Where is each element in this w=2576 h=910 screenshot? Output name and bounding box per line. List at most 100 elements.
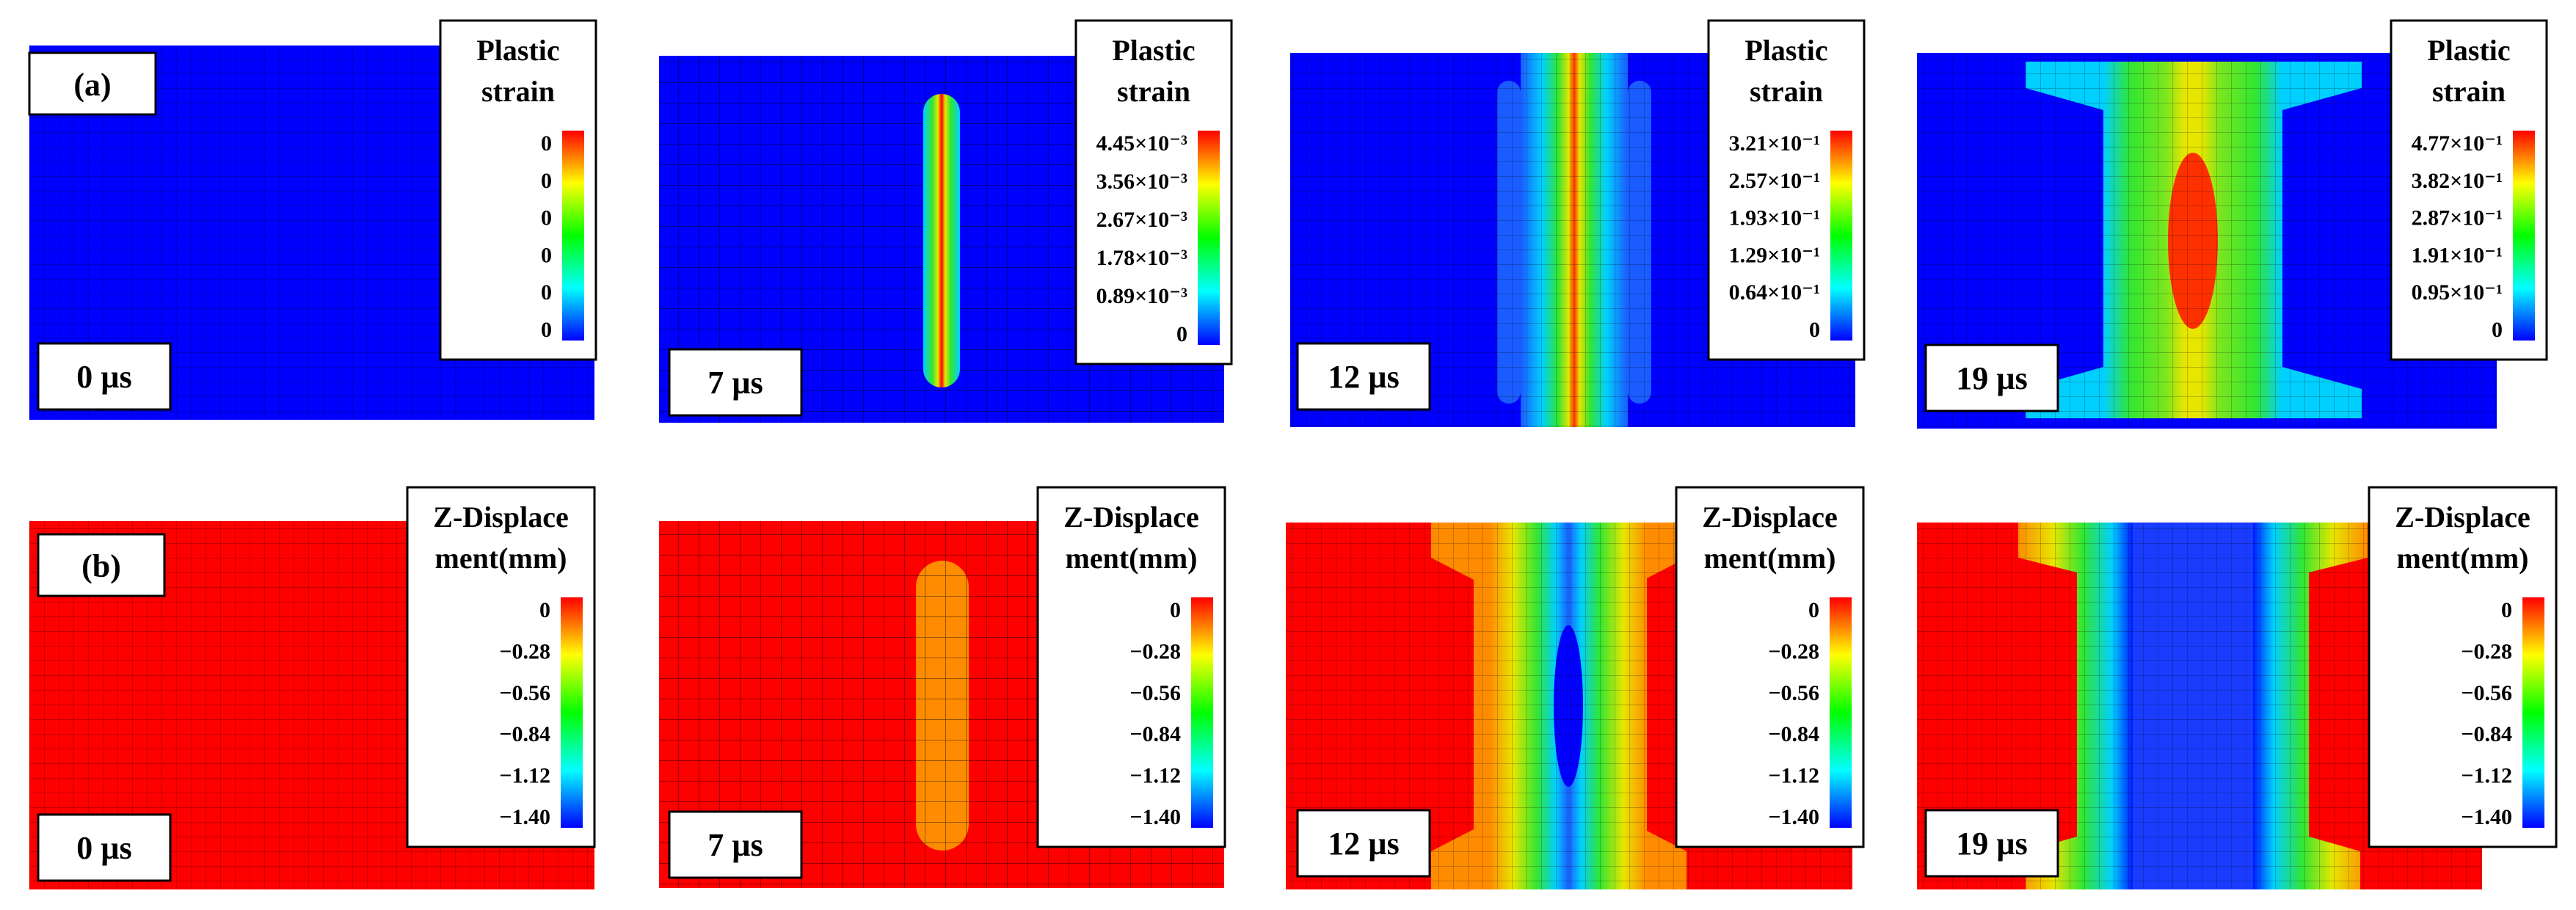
legend-title-line: Plastic — [1112, 34, 1195, 67]
time-label: 7 µs — [707, 365, 763, 401]
legend-title-line: ment(mm) — [435, 542, 567, 575]
colorbar — [1830, 597, 1852, 828]
legend-tick-label: 0 — [541, 131, 552, 156]
colorbar — [2513, 131, 2535, 341]
legend-tick-label: 0 — [1176, 322, 1187, 346]
legend-tick-label: −0.56 — [1129, 681, 1181, 705]
legend-b-3: Z-Displace ment(mm) 0 −0.28 −0.56 −0.84 −1.12 −… — [2368, 486, 2558, 848]
legend-tick-label: 1.78×10⁻³ — [1096, 246, 1187, 270]
legend-a-3: Plastic strain 4.77×10⁻¹ 3.82×10⁻¹ 2.87×10⁻¹… — [2390, 19, 2548, 361]
legend-tick-label: −1.12 — [499, 764, 550, 788]
time-label: 12 µs — [1328, 826, 1399, 862]
legend-tick-label: 4.45×10⁻³ — [1096, 131, 1187, 156]
legend-title-line: Plastic — [2427, 34, 2510, 67]
legend-tick-label: 3.56×10⁻³ — [1096, 170, 1187, 194]
legend-title-line: Plastic — [1744, 34, 1827, 67]
legend-tick-label: −0.56 — [2461, 681, 2512, 705]
row-b-label-box: (b) — [37, 533, 166, 597]
legend-title-line: Z-Displace — [433, 500, 568, 534]
colorbar — [1191, 597, 1213, 828]
legend-tick-label: 0 — [541, 280, 552, 305]
legend-tick-label: −0.28 — [2461, 639, 2512, 663]
legend-title-line: strain — [1117, 75, 1190, 108]
legend-title-line: Z-Displace — [2395, 500, 2530, 534]
legend-tick-label: −0.84 — [499, 722, 550, 746]
legend-tick-label: −0.84 — [1129, 722, 1181, 746]
legend-a-0: Plastic strain 0 0 0 0 0 0 — [439, 19, 597, 361]
row-label: (b) — [81, 548, 121, 584]
legends-layer: Plastic strain 0 0 0 0 0 0 Plastic strain 4.45×10⁻… — [406, 19, 2558, 848]
legend-tick-label: −1.12 — [1768, 764, 1819, 788]
legend-tick-label: 0 — [2492, 318, 2503, 342]
colorbar — [562, 131, 584, 341]
legend-title-line: strain — [1750, 75, 1823, 108]
time-label-a-1: 7 µs — [668, 348, 803, 417]
panel-a-12us — [1290, 53, 1855, 427]
legend-title-line: ment(mm) — [1066, 542, 1198, 575]
legend-tick-label: 0 — [539, 598, 550, 622]
legend-title-line: strain — [2432, 75, 2506, 108]
legend-tick-label: 4.77×10⁻¹ — [2412, 131, 2503, 156]
legend-tick-label: 0 — [2501, 598, 2512, 622]
colorbar — [2522, 597, 2544, 828]
legend-tick-label: 1.91×10⁻¹ — [2412, 243, 2503, 267]
time-label: 19 µs — [1956, 360, 2027, 396]
strain-band — [923, 94, 960, 387]
row-label: (a) — [73, 67, 111, 103]
legend-tick-label: −1.40 — [1129, 805, 1181, 829]
time-label-a-2: 12 µs — [1296, 342, 1431, 411]
legend-b-2: Z-Displace ment(mm) 0 −0.28 −0.56 −0.84 −1.12 −… — [1675, 486, 1865, 848]
time-label-a-3: 19 µs — [1924, 343, 2059, 412]
legend-b-1: Z-Displace ment(mm) 0 −0.28 −0.56 −0.84 −1.12 −… — [1036, 486, 1226, 848]
colorbar — [561, 597, 583, 828]
legend-tick-label: −1.12 — [1129, 764, 1181, 788]
legend-a-1: Plastic strain 4.45×10⁻³ 3.56×10⁻³ 2.67×10⁻³… — [1074, 19, 1233, 365]
legend-tick-label: −0.28 — [1129, 639, 1181, 663]
legend-tick-label: −0.28 — [1768, 639, 1819, 663]
time-label-b-2: 12 µs — [1296, 809, 1431, 878]
legend-tick-label: −0.84 — [2461, 722, 2512, 746]
legend-title-line: strain — [481, 75, 555, 108]
legend-tick-label: −0.56 — [1768, 681, 1819, 705]
legend-title-line: Plastic — [476, 34, 559, 67]
legend-tick-label: −0.84 — [1768, 722, 1819, 746]
colorbar — [1830, 131, 1852, 341]
legend-tick-label: −1.40 — [2461, 805, 2512, 829]
legend-tick-label: 0.64×10⁻¹ — [1729, 280, 1820, 305]
legend-a-2: Plastic strain 3.21×10⁻¹ 2.57×10⁻¹ 1.93×10⁻¹… — [1707, 19, 1866, 361]
legend-b-0: Z-Displace ment(mm) 0 −0.28 −0.56 −0.84 −1.12 −… — [406, 486, 596, 848]
legend-tick-label: 2.57×10⁻¹ — [1729, 169, 1820, 193]
legend-tick-label: −0.56 — [499, 681, 550, 705]
legend-title-line: ment(mm) — [2397, 542, 2529, 575]
legend-tick-label: 0.95×10⁻¹ — [2412, 280, 2503, 305]
legend-tick-label: −1.40 — [499, 805, 550, 829]
legend-tick-label: 1.29×10⁻¹ — [1729, 243, 1820, 267]
legend-tick-label: 3.82×10⁻¹ — [2412, 169, 2503, 193]
legend-tick-label: 0 — [541, 206, 552, 230]
legend-tick-label: 0 — [1809, 318, 1820, 342]
legend-tick-label: −1.40 — [1768, 805, 1819, 829]
legend-tick-label: 0 — [541, 169, 552, 193]
legend-tick-label: −1.12 — [2461, 764, 2512, 788]
time-label: 19 µs — [1956, 826, 2027, 862]
time-label-b-0: 0 µs — [37, 813, 172, 882]
time-label-a-0: 0 µs — [37, 342, 172, 411]
legend-tick-label: 0 — [541, 318, 552, 342]
legend-tick-label: 0 — [541, 243, 552, 267]
legend-tick-label: 0.89×10⁻³ — [1096, 284, 1187, 308]
legend-title-line: Z-Displace — [1063, 500, 1198, 534]
legend-title-line: Z-Displace — [1702, 500, 1837, 534]
time-label: 7 µs — [707, 827, 763, 863]
legend-tick-label: 3.21×10⁻¹ — [1729, 131, 1820, 156]
time-label-b-1: 7 µs — [668, 810, 803, 879]
legend-title-line: ment(mm) — [1704, 542, 1836, 575]
legend-tick-label: 0 — [1170, 598, 1181, 622]
colorbar — [1198, 131, 1220, 345]
legend-tick-label: 0 — [1808, 598, 1819, 622]
time-label: 0 µs — [76, 830, 131, 866]
legend-tick-label: 2.87×10⁻¹ — [2412, 206, 2503, 230]
time-label: 12 µs — [1328, 359, 1399, 395]
legend-tick-label: 1.93×10⁻¹ — [1729, 206, 1820, 230]
legend-tick-label: 2.67×10⁻³ — [1096, 208, 1187, 232]
